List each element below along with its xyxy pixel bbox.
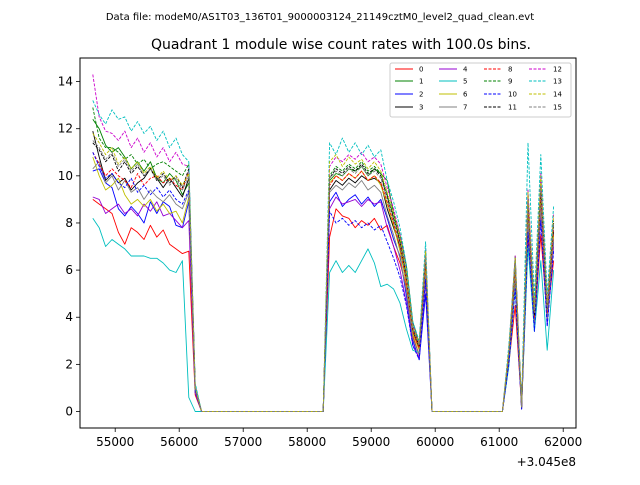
plot-area: 55000 56000 57000 58000 59000 60000 61000 62000…	[58, 57, 582, 469]
series-line-7	[92, 161, 555, 412]
legend-label-8: 8	[508, 66, 512, 74]
x-axis: 55000 56000 57000 58000 59000 60000 61000 62000	[96, 428, 582, 449]
x-tick-label: 62000	[544, 435, 582, 449]
legend-label-7: 7	[463, 104, 467, 112]
legend-frame	[389, 62, 572, 118]
legend-label-12: 12	[553, 66, 562, 74]
y-tick-label: 2	[65, 357, 73, 371]
series-layer	[92, 74, 555, 412]
y-tick-label: 12	[58, 122, 73, 136]
y-tick-label: 8	[65, 216, 73, 230]
legend-label-4: 4	[463, 66, 468, 74]
x-tick-label: 57000	[224, 435, 262, 449]
legend-label-0: 0	[419, 66, 423, 74]
series-line-12	[92, 74, 555, 412]
legend-label-6: 6	[463, 91, 468, 99]
x-tick-label: 55000	[96, 435, 134, 449]
series-line-0	[92, 199, 555, 412]
x-tick-label: 60000	[416, 435, 454, 449]
series-line-10	[92, 152, 555, 412]
y-tick-label: 0	[65, 405, 73, 419]
legend-label-5: 5	[463, 78, 467, 86]
series-line-11	[92, 142, 555, 412]
y-axis: 0 2 4 6 8 10 12 14	[58, 75, 80, 419]
chart-title: Quadrant 1 module wise count rates with …	[151, 37, 531, 53]
y-tick-label: 6	[65, 263, 73, 277]
plot-frame	[79, 57, 577, 429]
series-line-8	[92, 152, 555, 412]
legend-label-9: 9	[508, 78, 512, 86]
y-tick-label: 4	[65, 310, 73, 324]
legend-label-1: 1	[419, 78, 423, 86]
data-file-label: Data file: modeM0/AS1T03_136T01_90000031…	[106, 12, 534, 23]
series-line-9	[92, 107, 555, 412]
legend-label-13: 13	[553, 78, 562, 86]
series-line-15	[92, 140, 555, 412]
series-line-13	[92, 100, 555, 412]
series-line-5	[92, 218, 555, 412]
legend-label-3: 3	[419, 104, 423, 112]
legend-label-11: 11	[508, 104, 517, 112]
x-axis-offset-label: +3.045e8	[517, 455, 576, 469]
y-tick-label: 14	[58, 75, 73, 89]
x-tick-label: 59000	[352, 435, 390, 449]
x-tick-label: 56000	[160, 435, 198, 449]
legend-label-10: 10	[508, 91, 517, 99]
legend-label-2: 2	[419, 91, 423, 99]
x-tick-label: 61000	[480, 435, 518, 449]
legend-label-14: 14	[553, 91, 562, 99]
series-line-4	[92, 196, 555, 412]
series-line-1	[92, 119, 555, 412]
y-tick-label: 10	[58, 169, 73, 183]
legend-label-15: 15	[553, 104, 562, 112]
x-tick-label: 58000	[288, 435, 326, 449]
